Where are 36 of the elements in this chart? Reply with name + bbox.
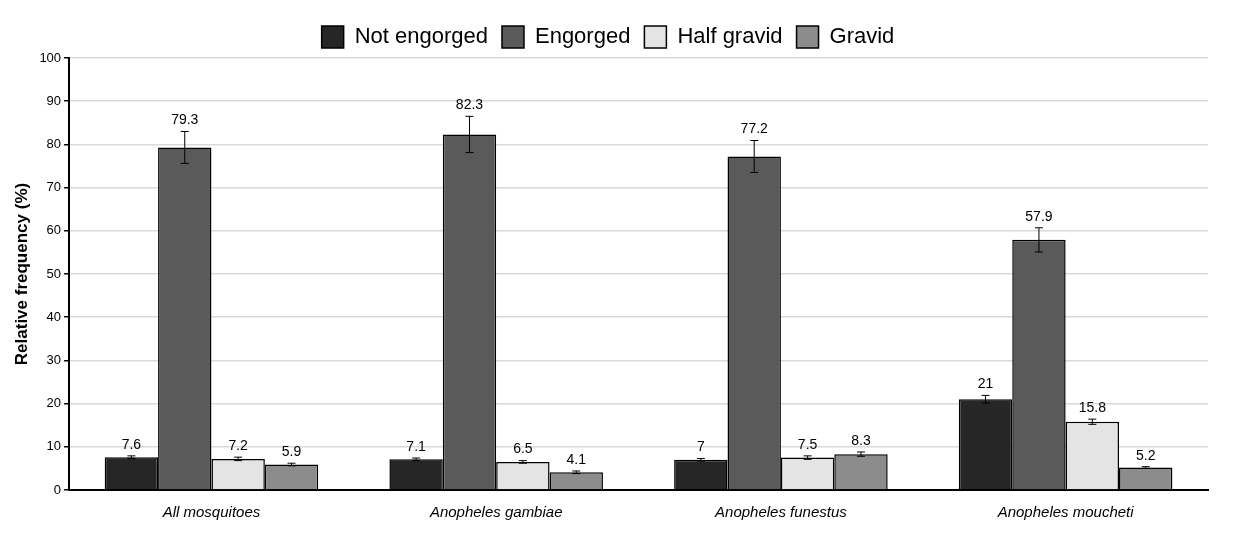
legend-label: Not engorged — [354, 23, 488, 49]
y-tick-label: 90 — [46, 92, 62, 108]
y-axis-title: Relative frequency (%) — [11, 182, 31, 366]
data-label: 15.8 — [1078, 399, 1107, 416]
y-tick-label: 40 — [46, 308, 62, 324]
y-tick-label: 0 — [53, 481, 62, 497]
y-tick-label: 70 — [46, 179, 62, 195]
data-label: 57.9 — [1025, 207, 1053, 224]
data-label: 7 — [696, 438, 705, 455]
data-label: 8.3 — [851, 431, 871, 448]
data-label: 7.2 — [228, 437, 249, 454]
data-label: 82.3 — [455, 96, 484, 113]
y-tick-label: 50 — [46, 265, 62, 281]
x-tick-label: Anopheles funestus — [714, 503, 848, 521]
y-tick-label: 10 — [46, 438, 62, 454]
data-label: 7.5 — [797, 435, 818, 452]
y-tick-label: 80 — [46, 135, 62, 151]
data-label: 6.5 — [513, 440, 533, 457]
y-tick-label: 20 — [46, 395, 62, 411]
y-tick-label: 100 — [39, 49, 62, 65]
data-label: 77.2 — [740, 120, 769, 137]
x-tick-label: Anopheles gambiae — [428, 503, 563, 521]
legend-label: Engorged — [534, 23, 631, 49]
data-label: 7.6 — [121, 435, 142, 452]
data-label: 7.1 — [406, 437, 427, 454]
data-label: 5.2 — [1135, 446, 1156, 463]
y-tick-label: 60 — [46, 222, 62, 238]
x-tick-label: All mosquitoes — [161, 503, 261, 521]
y-tick-label: 30 — [46, 351, 62, 367]
data-label: 79.3 — [171, 111, 199, 128]
data-label: 4.1 — [566, 450, 587, 467]
legend-label: Gravid — [829, 23, 895, 49]
data-label: 5.9 — [281, 443, 302, 460]
legend-label: Half gravid — [677, 23, 783, 49]
x-tick-label: Anopheles moucheti — [996, 503, 1135, 521]
data-label: 21 — [977, 375, 994, 392]
